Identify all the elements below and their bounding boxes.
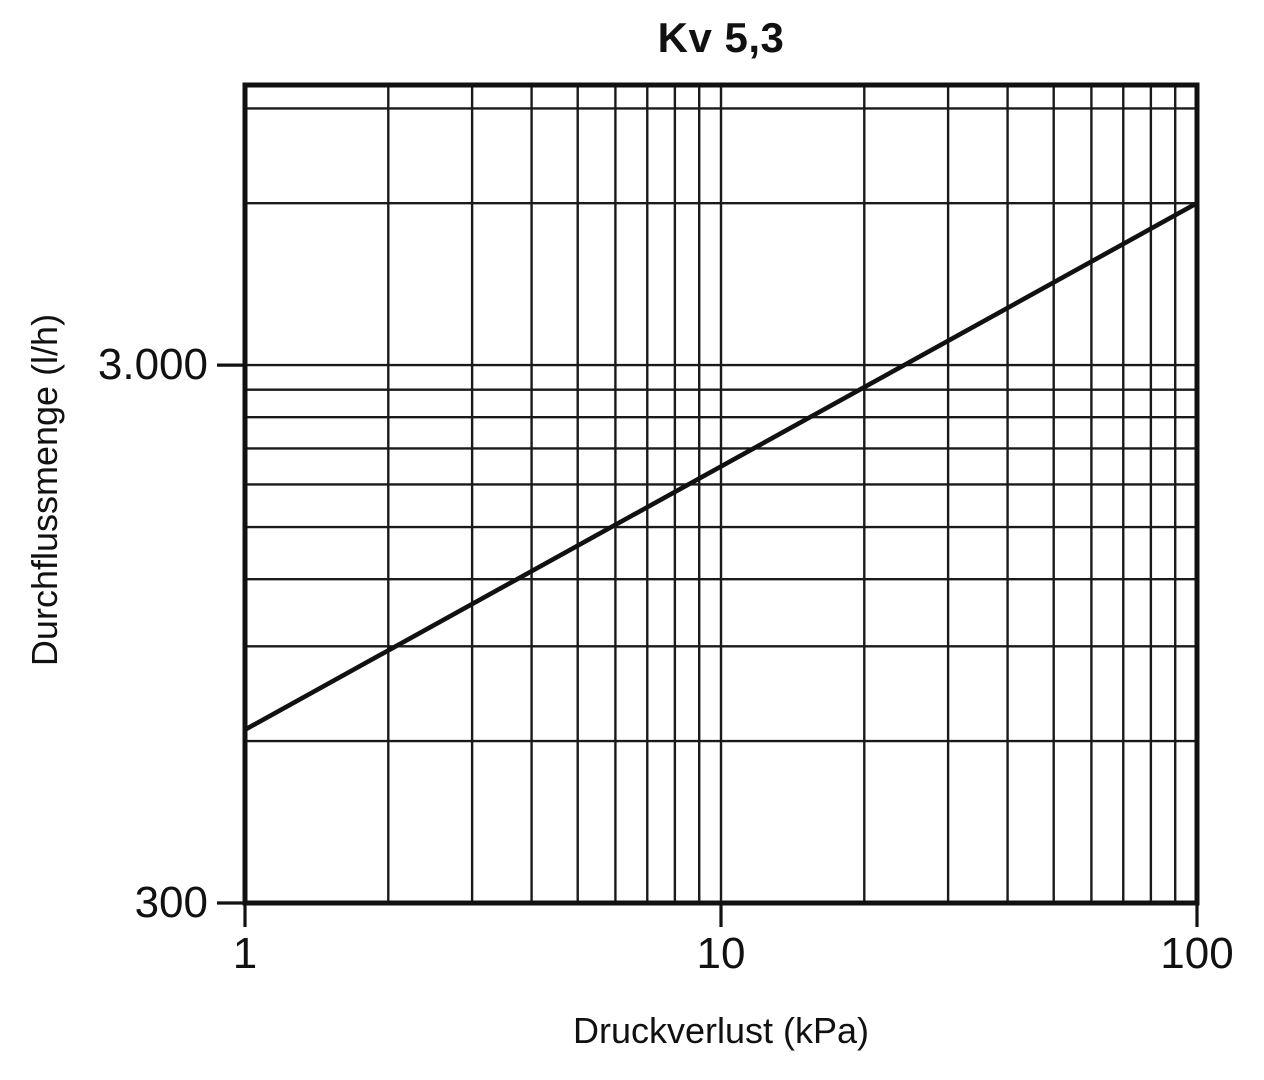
- x-axis-title: Druckverlust (kPa): [572, 1010, 870, 1051]
- plot-frame: [242, 82, 1200, 906]
- chart-title: Kv 5,3: [657, 14, 785, 61]
- flow-curve: [243, 201, 1199, 732]
- x-tick-label-100: 100: [1160, 929, 1234, 978]
- y-tick-label-3000: 3.000: [97, 340, 208, 390]
- x-tick-label-1: 1: [232, 929, 258, 978]
- y-tick-label-300: 300: [134, 878, 208, 927]
- x-tick-label-10: 10: [696, 929, 746, 978]
